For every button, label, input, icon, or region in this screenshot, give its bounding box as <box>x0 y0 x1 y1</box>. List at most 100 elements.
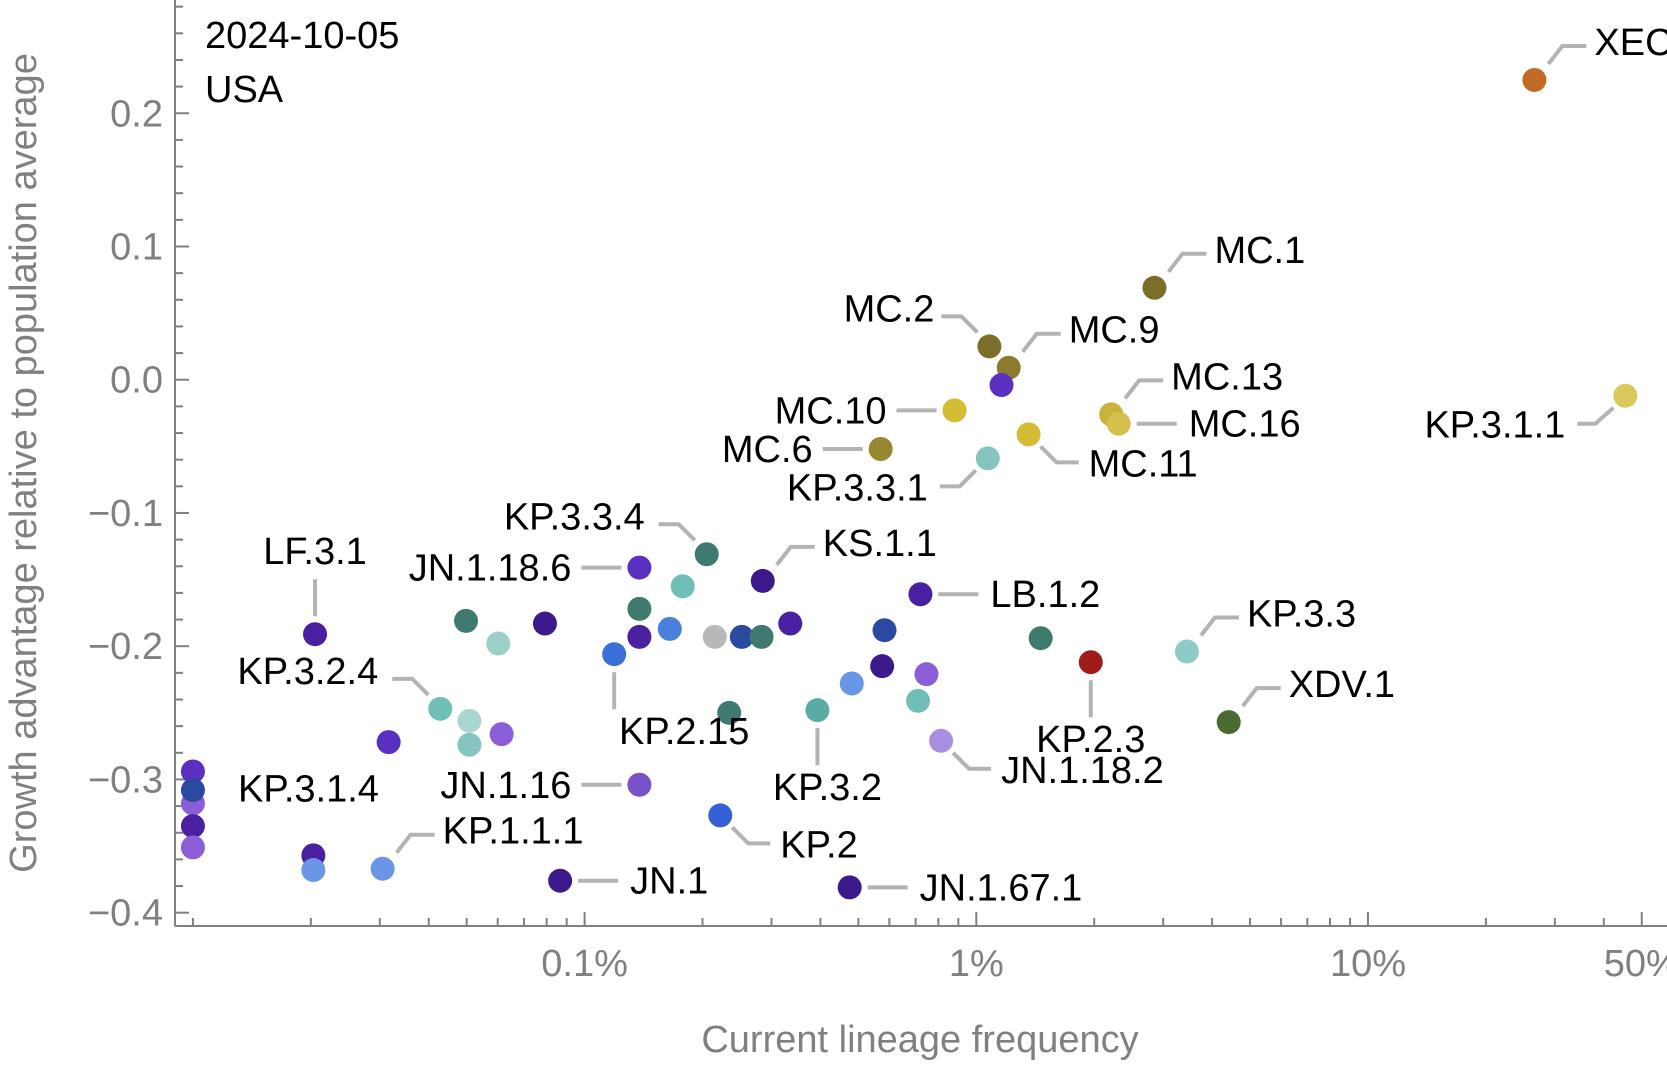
data-point <box>989 373 1014 398</box>
data-point <box>428 696 453 721</box>
point-label: KP.1.1.1 <box>443 811 584 853</box>
leader-line <box>1241 686 1281 708</box>
point-label: LF.3.1 <box>263 531 367 573</box>
point-label: KP.2 <box>780 824 857 866</box>
data-point <box>376 730 401 755</box>
leader-line <box>658 522 697 542</box>
data-point <box>914 662 939 687</box>
leader-line <box>1199 615 1239 637</box>
point-label: MC.2 <box>844 288 935 330</box>
data-point <box>708 803 733 828</box>
x-axis-title: Current lineage frequency <box>701 1019 1138 1061</box>
axis-ticks: 0.2 0.1 0.0 −0.1 −0.2 −0.3 −0.4 0.1% 1% 10% 50% <box>88 5 1667 985</box>
data-point <box>489 722 514 747</box>
point-label: KP.3.3 <box>1247 594 1356 636</box>
point-label: MC.1 <box>1214 230 1305 272</box>
data-point <box>750 568 775 593</box>
data-point <box>627 772 652 797</box>
point-label: KP.3.3.4 <box>504 496 645 538</box>
data-point <box>929 728 954 753</box>
data-point <box>1028 626 1053 651</box>
leader-line <box>1546 43 1587 66</box>
data-point <box>1078 650 1103 675</box>
data-point <box>627 624 652 649</box>
region-label: USA <box>205 69 284 111</box>
label-leader-lines <box>313 43 1615 890</box>
y-tick-label: 0.0 <box>110 360 163 402</box>
data-point <box>1522 67 1547 92</box>
data-point <box>1106 411 1131 436</box>
data-point <box>778 611 803 636</box>
point-label: XEC <box>1594 22 1667 64</box>
point-label: JN.1.16 <box>440 765 571 807</box>
data-point <box>457 732 482 757</box>
data-point <box>1016 422 1041 447</box>
point-label: KP.3.2.4 <box>237 651 378 693</box>
y-tick-label: −0.2 <box>88 626 163 668</box>
point-label: XDV.1 <box>1289 664 1395 706</box>
data-point <box>180 759 205 784</box>
data-point <box>749 624 774 649</box>
point-label: KP.2.15 <box>619 711 749 753</box>
data-point <box>548 868 573 893</box>
data-point <box>627 596 652 621</box>
point-label: KP.2.3 <box>1036 719 1145 761</box>
data-point <box>717 700 742 725</box>
y-tick-label: 0.2 <box>110 93 163 135</box>
point-label: KS.1.1 <box>823 523 937 565</box>
y-tick-label: −0.4 <box>88 893 163 935</box>
leader-line <box>395 832 435 854</box>
point-label: MC.16 <box>1189 404 1301 446</box>
leader-line <box>1123 378 1164 400</box>
data-point <box>627 555 652 580</box>
data-point <box>805 698 830 723</box>
data-point <box>908 582 933 607</box>
leader-line <box>939 468 978 489</box>
y-tick-label: −0.3 <box>88 759 163 801</box>
data-point <box>180 835 205 860</box>
point-label: MC.6 <box>722 429 813 471</box>
x-tick-label: 1% <box>949 943 1004 985</box>
y-tick-label: 0.1 <box>110 226 163 268</box>
data-point <box>454 608 479 633</box>
data-point <box>301 858 326 883</box>
y-axis-title: Growth advantage relative to population … <box>3 53 45 873</box>
leader-line <box>1577 406 1615 426</box>
data-point <box>532 611 557 636</box>
point-label: MC.13 <box>1171 356 1283 398</box>
data-point <box>180 778 205 803</box>
data-point <box>370 856 395 881</box>
data-point <box>872 618 897 643</box>
data-point <box>303 622 328 647</box>
data-point <box>1174 639 1199 664</box>
point-label: KP.3.3.1 <box>787 467 928 509</box>
data-point <box>839 671 864 696</box>
leader-line <box>1039 444 1079 465</box>
point-label: LB.1.2 <box>990 574 1100 616</box>
leader-line <box>392 676 430 697</box>
leader-line <box>730 825 771 846</box>
data-point <box>870 654 895 679</box>
point-label: MC.9 <box>1069 310 1160 352</box>
x-tick-label: 10% <box>1330 943 1406 985</box>
data-point <box>1142 275 1167 300</box>
data-point <box>942 398 967 423</box>
data-point <box>657 616 682 641</box>
data-point <box>180 814 205 839</box>
data-point <box>1216 710 1241 735</box>
point-labels: XECKP.3.1.1MC.1MC.2MC.9MC.13MC.16MC.10MC… <box>237 22 1667 909</box>
point-label: JN.1.18.6 <box>409 548 572 590</box>
point-label: JN.1.67.1 <box>920 867 1083 909</box>
point-label: KP.3.1.1 <box>1424 405 1565 447</box>
leader-line <box>775 544 815 567</box>
point-label: KP.3.2 <box>773 767 882 809</box>
data-point <box>702 624 727 649</box>
leader-line <box>1021 331 1061 353</box>
data-point <box>729 624 754 649</box>
point-label: JN.1.18.2 <box>1001 750 1164 792</box>
x-tick-label: 0.1% <box>541 943 628 985</box>
date-label: 2024-10-05 <box>205 15 399 57</box>
data-point <box>975 446 1000 471</box>
point-label: JN.1 <box>630 861 708 903</box>
